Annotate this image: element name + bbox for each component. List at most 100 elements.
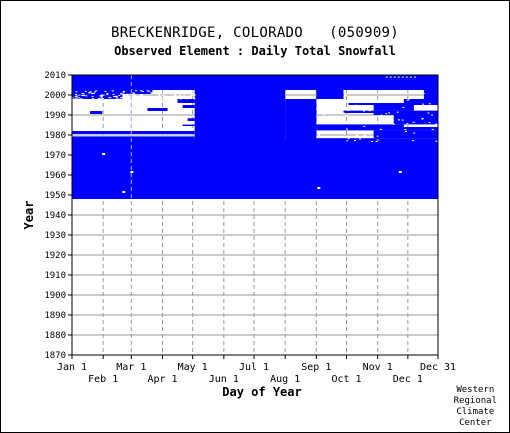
missing-day (140, 90, 143, 92)
missing-day (152, 92, 155, 94)
missing-day (109, 97, 112, 99)
missing-day (413, 92, 416, 94)
x-tick-label: May 1 (178, 362, 208, 373)
missing-day (72, 97, 75, 99)
data-block-1948-1977 (72, 140, 438, 199)
missing-day (162, 96, 165, 98)
missing-day (141, 90, 144, 92)
credit-line: Regional (453, 396, 497, 406)
missing-day (396, 111, 399, 113)
chart-subtitle: Observed Element : Daily Total Snowfall (114, 44, 396, 58)
missing-day (192, 97, 195, 99)
chart-title: BRECKENRIDGE, COLORADO (050909) (110, 25, 400, 41)
missing-day (193, 98, 196, 100)
y-tick-label: 1920 (44, 251, 66, 261)
missing-day (80, 98, 83, 100)
missing-day (411, 140, 414, 142)
y-tick-label: 1870 (44, 351, 66, 361)
missing-day (167, 96, 170, 98)
missing-day (333, 111, 336, 113)
missing-day (385, 76, 388, 78)
data-point (317, 187, 321, 189)
missing-day (190, 93, 193, 95)
missing-day (371, 135, 374, 137)
data-row (72, 90, 153, 94)
missing-day (326, 102, 329, 104)
missing-day (174, 95, 177, 97)
credit-line: Climate (456, 407, 495, 417)
missing-day (327, 121, 330, 123)
missing-day (188, 91, 191, 93)
missing-day (361, 109, 364, 111)
missing-day (173, 93, 176, 95)
missing-day (393, 76, 396, 78)
y-tick-label: 1900 (44, 291, 66, 301)
missing-day (401, 76, 404, 78)
missing-day (147, 90, 150, 92)
missing-day (178, 93, 181, 95)
missing-day (422, 92, 425, 94)
missing-day (102, 94, 105, 96)
missing-day (400, 95, 403, 97)
missing-day (146, 90, 149, 92)
data-row (316, 127, 438, 131)
missing-day (97, 98, 100, 100)
missing-day (83, 94, 86, 96)
missing-day (406, 99, 409, 101)
missing-day (389, 76, 392, 78)
missing-day (422, 103, 425, 105)
missing-day (413, 132, 416, 134)
missing-day (84, 90, 87, 92)
missing-day (189, 96, 192, 98)
missing-day (346, 109, 349, 111)
missing-day (92, 92, 95, 94)
missing-day (167, 92, 170, 94)
missing-day (363, 125, 366, 127)
missing-day (345, 115, 348, 117)
missing-day (381, 116, 384, 118)
missing-day (409, 76, 412, 78)
missing-day (122, 93, 125, 95)
missing-day (431, 126, 434, 128)
missing-day (406, 123, 409, 125)
missing-day (78, 97, 81, 99)
missing-day (344, 94, 347, 96)
missing-day (317, 134, 320, 136)
missing-day (111, 90, 114, 92)
missing-day (185, 98, 188, 100)
missing-day (323, 110, 326, 112)
missing-day (179, 94, 182, 96)
missing-day (117, 98, 120, 100)
missing-day (122, 91, 125, 93)
missing-day (126, 97, 129, 99)
missing-day (173, 96, 176, 98)
missing-day (135, 90, 138, 92)
missing-day (85, 95, 88, 97)
missing-day (363, 134, 366, 136)
missing-day (366, 135, 369, 137)
missing-day (139, 94, 142, 96)
y-tick-label: 1990 (44, 111, 66, 121)
missing-day (327, 116, 330, 118)
data-row (343, 110, 438, 113)
missing-day (164, 98, 167, 100)
missing-day (326, 118, 329, 120)
missing-day (379, 128, 382, 130)
missing-day (78, 94, 81, 96)
missing-day (119, 98, 122, 100)
x-axis-label: Day of Year (222, 385, 301, 399)
missing-day (354, 140, 357, 142)
missing-day (162, 94, 165, 96)
missing-day (93, 91, 96, 93)
missing-day (404, 130, 407, 132)
missing-day (353, 116, 356, 118)
missing-day (193, 94, 196, 96)
missing-day (193, 94, 196, 96)
missing-day (398, 96, 401, 98)
missing-day (95, 90, 98, 92)
data-row (373, 130, 438, 139)
missing-day (104, 90, 107, 92)
missing-day (106, 94, 109, 96)
